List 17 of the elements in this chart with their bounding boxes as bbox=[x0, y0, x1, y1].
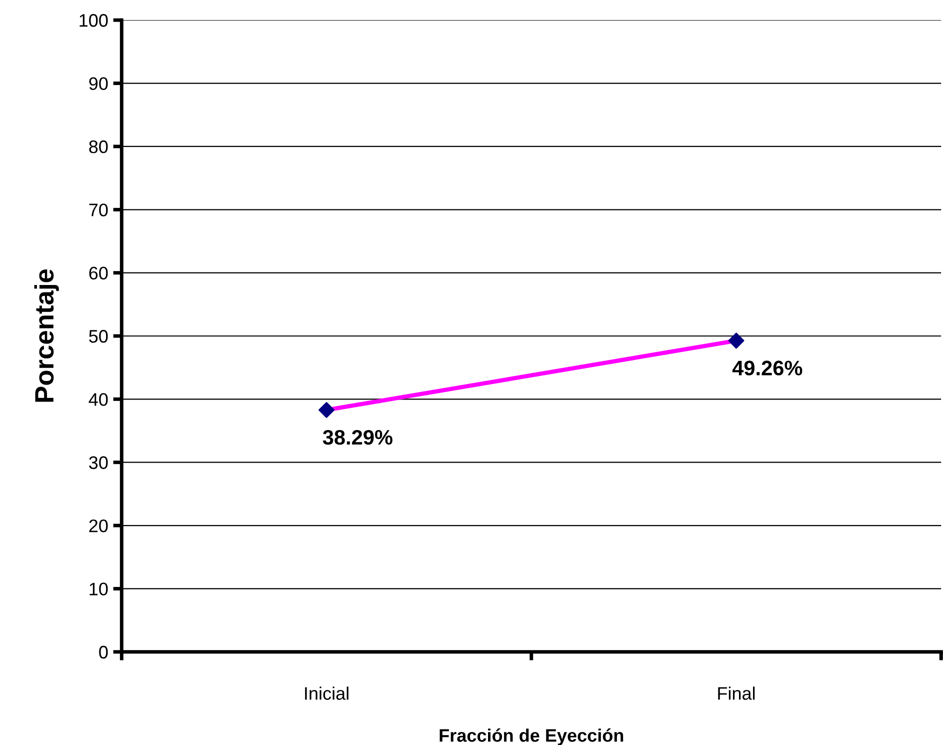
y-tick-label: 10 bbox=[90, 582, 108, 596]
y-axis-title: Porcentaje bbox=[34, 269, 59, 402]
y-tick-label: 60 bbox=[89, 266, 108, 280]
y-tick-label: 30 bbox=[89, 456, 108, 470]
y-tick-label: 50 bbox=[89, 330, 108, 343]
x-axis-title: Fracción de Eyección bbox=[440, 728, 624, 745]
y-tick-label: 90 bbox=[89, 77, 108, 90]
data-label: 49.26% bbox=[732, 360, 802, 376]
y-tick-label: 100 bbox=[80, 14, 108, 27]
x-tick-label: Final bbox=[718, 686, 755, 700]
y-tick-label: 20 bbox=[89, 519, 108, 532]
y-tick-label: 70 bbox=[89, 204, 108, 216]
x-tick-label: Inicial bbox=[305, 686, 348, 700]
y-tick-label: 80 bbox=[89, 140, 108, 154]
y-tick-label: 0 bbox=[99, 646, 108, 659]
data-label: 38.29% bbox=[322, 430, 392, 445]
y-tick-label: 40 bbox=[88, 393, 108, 406]
